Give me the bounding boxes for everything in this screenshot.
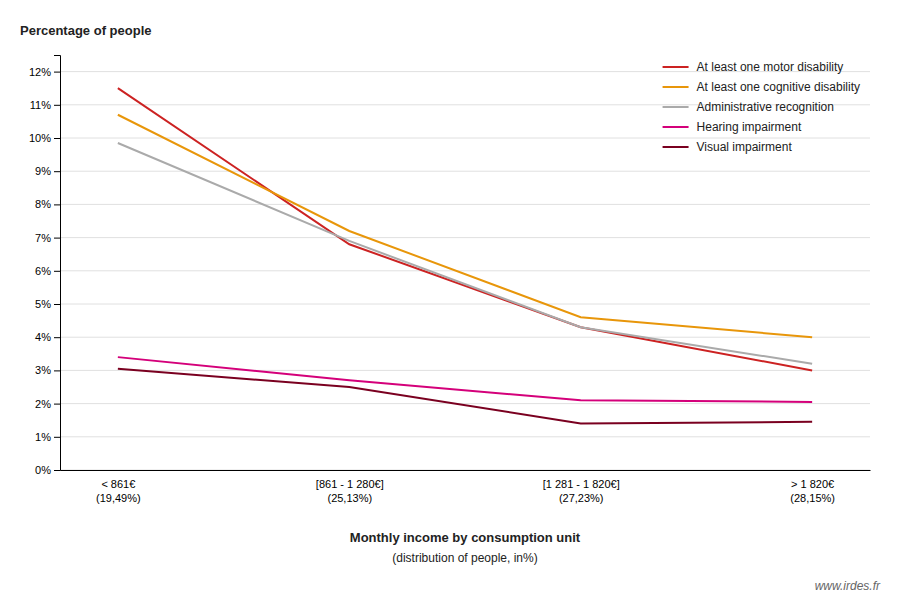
y-tick-mark [54,370,60,371]
y-tick-label: 10% [29,132,51,144]
x-axis-title: Monthly income by consumption unit [350,530,581,545]
x-axis-subtitle: (distribution of people, in%) [392,551,537,565]
y-tick-label: 3% [35,364,51,376]
series-line [118,115,812,337]
y-tick-mark [54,470,60,471]
legend-swatch [663,126,689,128]
grid-line [60,270,870,271]
legend-swatch [663,146,689,148]
grid-line [60,470,870,471]
y-tick: 5% [35,298,60,310]
y-axis-line [54,56,61,471]
plot-area: 0% 1% 2% 3% 4% 5% 6% 7% 8% 9% 10% 11% 12% < 861€(19,4… [29,56,871,505]
y-tick: 12% [29,66,60,78]
x-tick: > 1 820€(28,15%) [790,470,835,504]
y-tick-mark [54,238,60,239]
grid [60,72,870,470]
y-tick: 7% [35,232,60,244]
y-tick-label: 12% [29,66,51,78]
grid-line [60,370,870,371]
y-tick-mark [54,138,60,139]
grid-line [60,237,870,238]
legend-label: At least one motor disability [697,60,844,74]
legend-swatch [663,66,689,68]
y-tick: 8% [35,198,60,210]
legend-item: Hearing impairment [663,120,802,134]
y-tick-mark [54,404,60,405]
y-axis: 0% 1% 2% 3% 4% 5% 6% 7% 8% 9% 10% 11% 12% [29,56,61,477]
series-line [118,143,812,364]
y-tick-mark [54,72,60,73]
y-tick-label: 1% [35,431,51,443]
legend-label: Administrative recognition [697,100,834,114]
grid-line [60,204,870,205]
grid-line [60,304,870,305]
legend-item: Administrative recognition [663,100,834,114]
y-tick: 9% [35,165,60,177]
y-tick-mark [54,271,60,272]
series-line [118,88,812,370]
y-tick-label: 0% [35,464,51,476]
y-tick-label: 6% [35,265,51,277]
x-tick: [861 - 1 280€](25,13%) [316,470,384,504]
legend-item: At least one cognitive disability [663,80,860,94]
x-tick-label: [1 281 - 1 820€](27,23%) [543,478,620,504]
legend-label: Visual impairment [697,140,793,154]
y-tick-label: 4% [35,331,51,343]
y-axis-title: Percentage of people [20,23,151,38]
y-tick-mark [54,204,60,205]
y-tick-label: 8% [35,198,51,210]
legend-item: Visual impairment [663,140,793,154]
y-tick-mark [54,437,60,438]
y-tick: 10% [29,132,60,144]
legend-label: Hearing impairment [697,120,802,134]
y-tick: 11% [30,99,60,111]
legend: At least one motor disability At least on… [663,60,860,154]
y-tick-mark [54,105,60,106]
y-tick: 0% [35,464,60,476]
legend-swatch [663,106,689,108]
y-tick-mark [54,337,60,338]
x-tick-label: > 1 820€(28,15%) [790,478,835,504]
y-tick: 4% [35,331,60,343]
lines [118,88,812,423]
x-tick: [1 281 - 1 820€](27,23%) [543,470,620,504]
x-axis-line [61,470,871,471]
x-tick-label: < 861€(19,49%) [96,478,141,504]
chart: 0% 1% 2% 3% 4% 5% 6% 7% 8% 9% 10% 11% 12% < 861€(19,4… [0,0,900,600]
x-tick-label: [861 - 1 280€](25,13%) [316,478,384,504]
y-tick: 2% [35,398,60,410]
grid-line [60,403,870,404]
y-tick-label: 7% [35,232,51,244]
y-tick-mark [54,304,60,305]
legend-item: At least one motor disability [663,60,844,74]
series-line [118,369,812,424]
y-tick-label: 2% [35,398,51,410]
y-tick: 3% [35,364,60,376]
y-tick: 1% [35,431,60,443]
x-axis: < 861€(19,49%) [861 - 1 280€](25,13%) [1 2… [61,470,871,504]
y-tick-label: 11% [30,99,51,111]
y-tick-label: 9% [35,165,51,177]
grid-line [60,337,870,338]
y-tick-mark [54,171,60,172]
watermark: www.irdes.fr [815,579,881,593]
y-tick-label: 5% [35,298,51,310]
grid-line [60,138,870,139]
legend-swatch [663,86,689,88]
series-line [118,357,812,402]
legend-label: At least one cognitive disability [697,80,860,94]
x-tick: < 861€(19,49%) [96,470,141,504]
y-tick: 6% [35,265,60,277]
grid-line [60,436,870,437]
